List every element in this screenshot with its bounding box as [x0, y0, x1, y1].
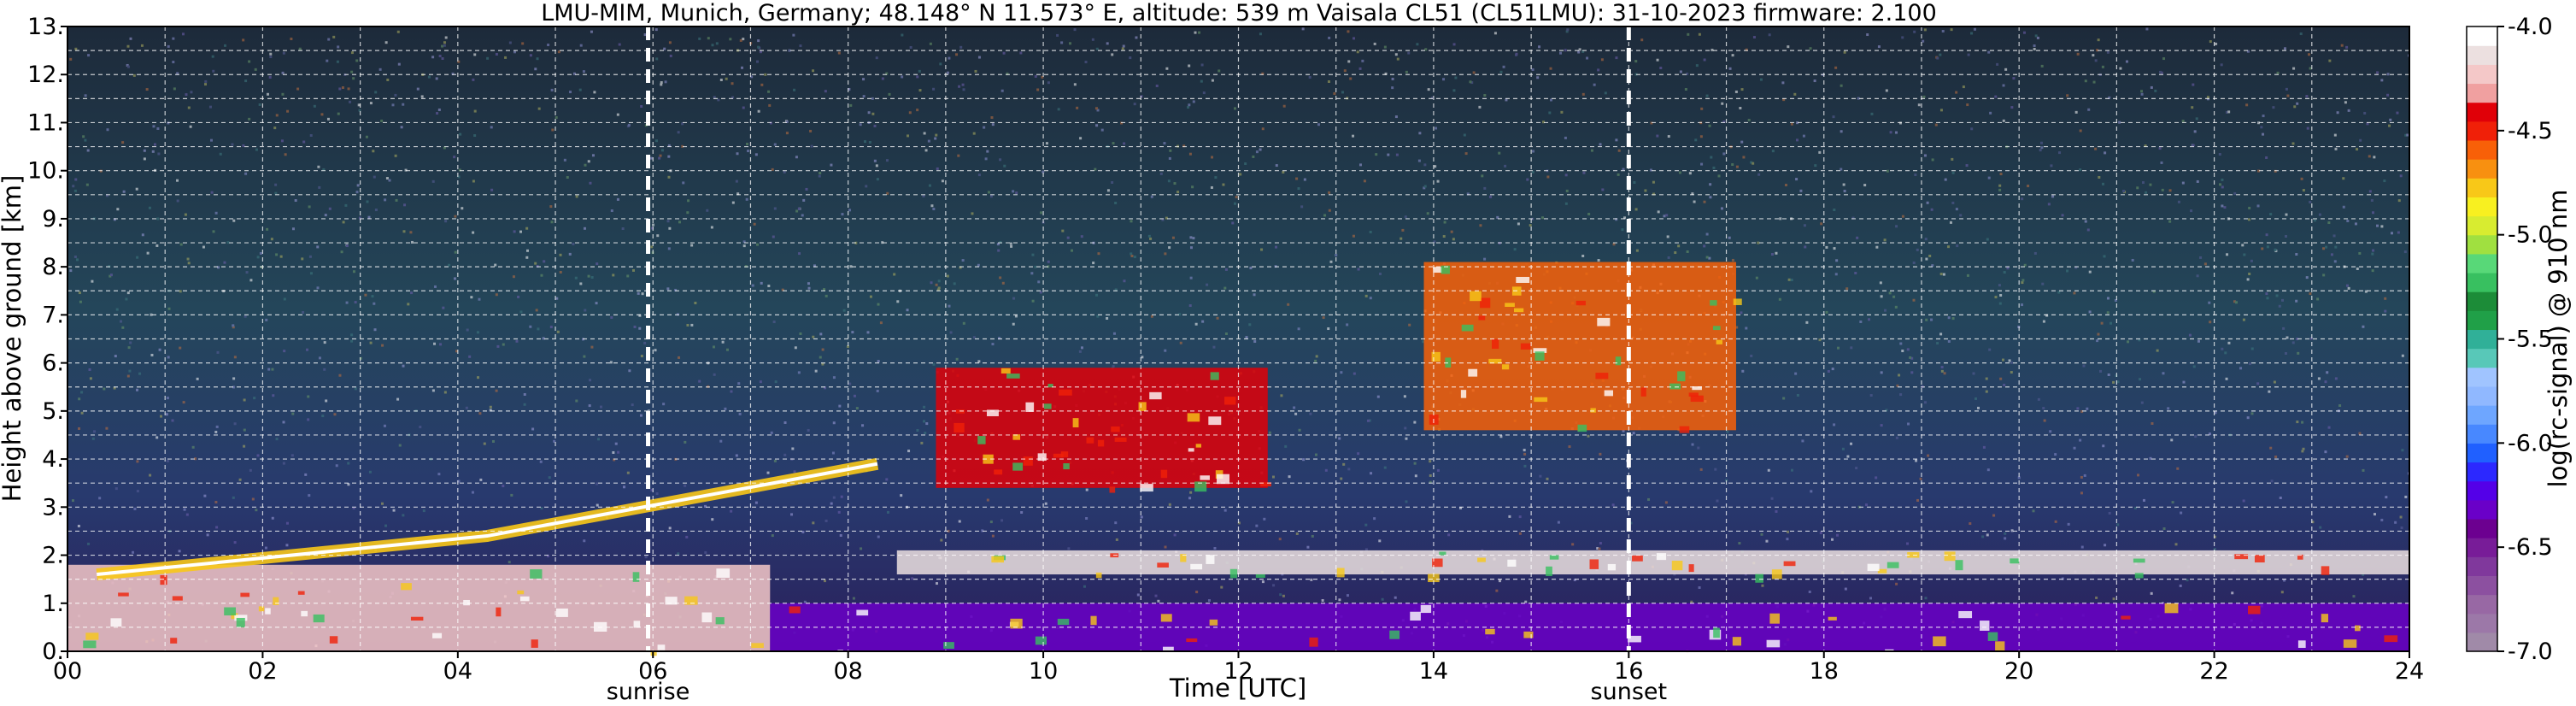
y-tick-label: 1. — [42, 591, 64, 617]
y-tick-label: 4. — [42, 446, 64, 473]
colorbar-swatch — [2467, 538, 2497, 557]
colorbar-swatch — [2467, 480, 2497, 501]
x-tick-label: 12 — [1223, 658, 1253, 685]
colorbar-swatch — [2467, 215, 2497, 236]
colorbar-tick-label: -4.5 — [2508, 118, 2553, 144]
colorbar-swatch — [2467, 291, 2497, 311]
chart-title: LMU-MIM, Munich, Germany; 48.148° N 11.5… — [541, 0, 1937, 26]
x-axis-ticks: 00 02 04 06 08 10 12 14 16 18 20 22 24 — [53, 651, 2424, 685]
colorbar-swatch — [2467, 234, 2497, 255]
x-tick-label: 22 — [2199, 658, 2228, 685]
x-tick-label: 02 — [248, 658, 277, 685]
y-tick-label: 11. — [27, 109, 64, 136]
colorbar-swatch — [2467, 64, 2497, 85]
colorbar-swatch — [2467, 385, 2497, 406]
feature-cloud-layer — [1423, 262, 1742, 433]
x-tick-label: 24 — [2395, 658, 2424, 685]
x-tick-label: 06 — [638, 658, 667, 685]
y-tick-label: 12. — [27, 62, 64, 88]
colorbar-tick-label: -5.5 — [2508, 327, 2553, 353]
grid-lines — [67, 26, 2409, 651]
sun-markers: sunrise sunset — [607, 26, 1667, 705]
x-tick-label: 10 — [1029, 658, 1058, 685]
x-tick-label: 04 — [443, 658, 472, 685]
colorbar-swatch — [2467, 272, 2497, 292]
colorbar-swatch — [2467, 253, 2497, 274]
colorbar-swatch — [2467, 594, 2497, 615]
feature-boundary-layer — [67, 564, 771, 656]
colorbar-swatch — [2467, 348, 2497, 368]
colorbar-swatch — [2467, 159, 2497, 179]
x-tick-label: 16 — [1614, 658, 1643, 685]
colorbar-swatch — [2467, 518, 2497, 538]
colorbar-swatch — [2467, 121, 2497, 141]
feature-cloud-layer — [936, 368, 1271, 493]
colorbar-swatch — [2467, 556, 2497, 576]
colorbar-swatch — [2467, 197, 2497, 217]
colorbar-swatch — [2467, 102, 2497, 122]
x-tick-label: 00 — [53, 658, 82, 685]
x-axis-label: Time [UTC] — [1169, 674, 1306, 703]
colorbar-tick-label: -7.0 — [2508, 638, 2553, 665]
x-tick-label: 08 — [833, 658, 862, 685]
colorbar-swatch — [2467, 405, 2497, 425]
colorbar-swatch — [2467, 178, 2497, 197]
x-tick-label: 20 — [2004, 658, 2033, 685]
y-tick-label: 2. — [42, 543, 64, 569]
y-tick-label: 7. — [42, 302, 64, 328]
colorbar-tick-label: -5.0 — [2508, 222, 2553, 249]
colorbar-tick-label: -6.5 — [2508, 534, 2553, 561]
colorbar-swatch — [2467, 443, 2497, 463]
x-tick-label: 14 — [1419, 658, 1448, 685]
marker-label-sunset: sunset — [1591, 679, 1668, 705]
colorbar-swatch — [2467, 462, 2497, 482]
colorbar-swatch — [2467, 83, 2497, 103]
y-axis-ticks: 0. 1. 2. 3. 4. 5. 6. 7. 8. 9. 10. 11. 12. 13. — [27, 14, 67, 665]
colorbar-swatch — [2467, 26, 2497, 46]
colorbar-tick-label: -4.0 — [2508, 14, 2553, 40]
colorbar-swatch — [2467, 499, 2497, 520]
colorbar: -4.0 -4.5 -5.0 -5.5 -6.0 -6.5 -7.0 — [2466, 14, 2553, 665]
colorbar-swatch — [2467, 575, 2497, 596]
colorbar-swatch — [2467, 632, 2497, 652]
y-tick-label: 13. — [27, 14, 64, 40]
colorbar-swatch — [2467, 424, 2497, 444]
colorbar-swatch — [2467, 613, 2497, 633]
colorbar-tick-label: -6.0 — [2508, 430, 2553, 456]
y-tick-label: 6. — [42, 350, 64, 377]
y-tick-label: 5. — [42, 398, 64, 425]
colorbar-label: log(rc-signal) @ 910 nm — [2544, 190, 2573, 488]
marker-label-sunrise: sunrise — [607, 679, 690, 705]
feature-elevated-aerosol-layer — [96, 457, 879, 580]
y-tick-label: 3. — [42, 494, 64, 521]
y-tick-label: 8. — [42, 254, 64, 280]
y-tick-label: 9. — [42, 206, 64, 232]
colorbar-swatch — [2467, 310, 2497, 331]
feature-low-cloud-layer — [896, 550, 2409, 583]
colorbar-swatch — [2467, 367, 2497, 387]
y-tick-label: 0. — [42, 638, 64, 665]
x-tick-label: 18 — [1810, 658, 1839, 685]
colorbar-swatch — [2467, 139, 2497, 160]
colorbar-swatch — [2467, 329, 2497, 350]
y-axis-label: Height above ground [km] — [0, 175, 26, 503]
colorbar-swatch — [2467, 45, 2497, 65]
y-tick-label: 10. — [27, 158, 64, 185]
